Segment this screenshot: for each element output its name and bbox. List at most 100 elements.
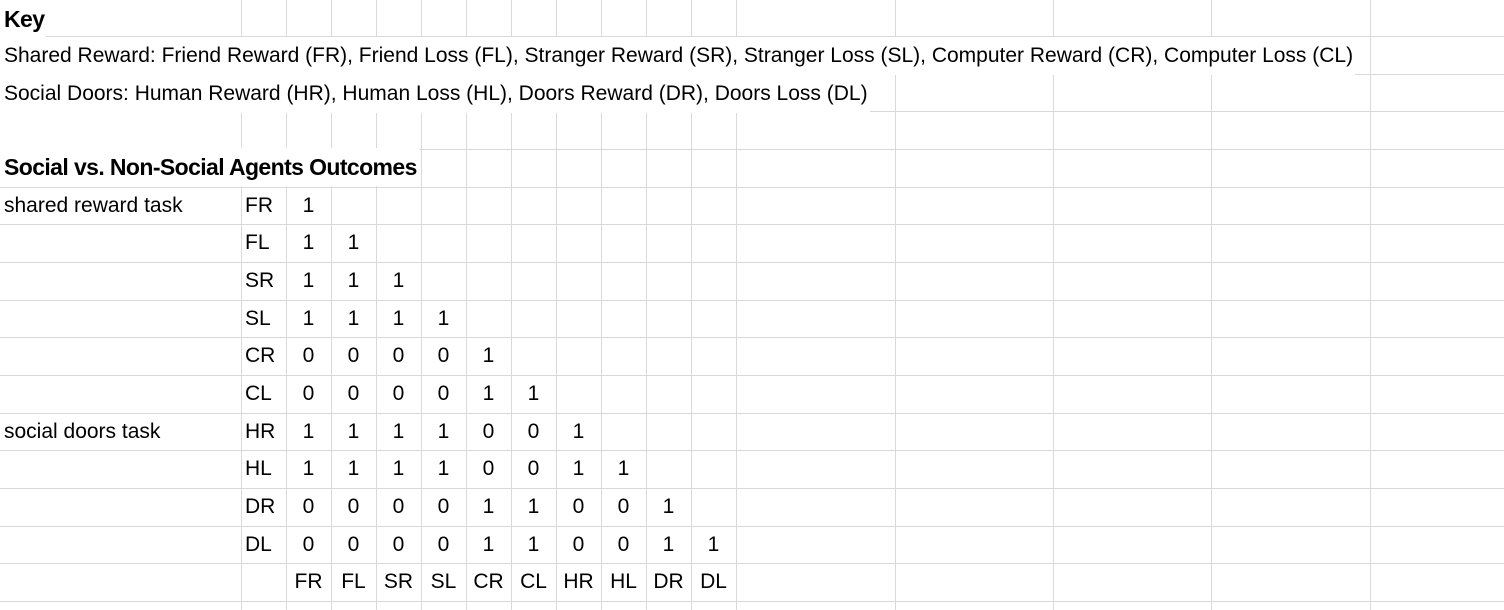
- column-label-dr: DR: [653, 570, 684, 593]
- row-gridline: [0, 187, 1504, 188]
- row-gridline: [0, 601, 1504, 602]
- key-line-shared-reward: Shared Reward: Friend Reward (FR), Frien…: [0, 37, 1356, 75]
- matrix-cell: 0: [527, 457, 540, 480]
- matrix-cell: 1: [482, 382, 495, 405]
- row-label-hl: HL: [245, 457, 272, 480]
- column-gridline: [421, 0, 422, 610]
- matrix-cell: 1: [527, 495, 540, 518]
- column-gridline: [1053, 0, 1054, 610]
- matrix-cell: 0: [392, 382, 405, 405]
- column-gridline: [556, 0, 557, 610]
- row-label-fr: FR: [245, 194, 273, 217]
- column-gridline: [691, 0, 692, 610]
- row-gridline: [0, 413, 1504, 414]
- row-gridline: [0, 337, 1504, 338]
- row-gridline: [0, 262, 1504, 263]
- task-label: shared reward task: [4, 194, 183, 217]
- matrix-cell: 1: [302, 194, 315, 217]
- column-gridline: [376, 0, 377, 610]
- row-label-fl: FL: [245, 231, 270, 254]
- row-gridline: [0, 488, 1504, 489]
- row-label-sl: SL: [245, 307, 271, 330]
- matrix-cell: 1: [707, 533, 720, 556]
- column-label-sl: SL: [430, 570, 457, 593]
- matrix-cell: 1: [662, 495, 675, 518]
- matrix-cell: 0: [617, 533, 630, 556]
- matrix-cell: 1: [302, 231, 315, 254]
- key-title: Key: [0, 0, 47, 38]
- matrix-cell: 0: [347, 382, 360, 405]
- matrix-cell: 1: [437, 307, 450, 330]
- matrix-cell: 1: [302, 269, 315, 292]
- matrix-cell: 1: [482, 344, 495, 367]
- matrix-cell: 1: [347, 457, 360, 480]
- matrix-cell: 0: [347, 344, 360, 367]
- matrix-cell: 0: [392, 533, 405, 556]
- matrix-cell: 1: [347, 420, 360, 443]
- matrix-cell: 1: [302, 307, 315, 330]
- task-label: social doors task: [4, 420, 161, 443]
- column-gridline: [736, 0, 737, 610]
- matrix-cell: 0: [527, 420, 540, 443]
- column-gridline: [241, 0, 242, 610]
- row-gridline: [0, 450, 1504, 451]
- column-gridline: [286, 0, 287, 610]
- matrix-cell: 0: [572, 533, 585, 556]
- column-label-hr: HR: [563, 570, 594, 593]
- row-gridline: [0, 36, 1504, 37]
- row-label-dl: DL: [245, 533, 272, 556]
- matrix-cell: 0: [482, 457, 495, 480]
- matrix-cell: 0: [437, 533, 450, 556]
- matrix-cell: 0: [347, 533, 360, 556]
- column-label-cr: CR: [473, 570, 504, 593]
- matrix-cell: 0: [437, 382, 450, 405]
- matrix-cell: 1: [347, 307, 360, 330]
- matrix-cell: 1: [527, 533, 540, 556]
- matrix-cell: 0: [392, 344, 405, 367]
- column-gridline: [1370, 0, 1371, 610]
- column-gridline: [466, 0, 467, 610]
- matrix-cell: 1: [437, 457, 450, 480]
- column-gridline: [511, 0, 512, 610]
- column-label-cl: CL: [520, 570, 547, 593]
- matrix-cell: 1: [527, 382, 540, 405]
- matrix-cell: 1: [572, 457, 585, 480]
- row-label-hr: HR: [245, 420, 276, 443]
- row-label-dr: DR: [245, 495, 276, 518]
- column-gridline: [646, 0, 647, 610]
- column-label-fr: FR: [294, 570, 323, 593]
- key-line-social-doors: Social Doors: Human Reward (HR), Human L…: [0, 75, 870, 113]
- matrix-cell: 0: [572, 495, 585, 518]
- matrix-cell: 1: [347, 269, 360, 292]
- matrix-cell: 1: [392, 307, 405, 330]
- row-gridline: [0, 224, 1504, 225]
- row-label-cl: CL: [245, 382, 272, 405]
- matrix-cell: 1: [437, 420, 450, 443]
- matrix-cell: 1: [392, 269, 405, 292]
- matrix-cell: 0: [347, 495, 360, 518]
- column-gridline: [601, 0, 602, 610]
- column-label-dl: DL: [700, 570, 727, 593]
- matrix-cell: 0: [302, 533, 315, 556]
- column-label-fl: FL: [341, 570, 366, 593]
- matrix-cell: 1: [617, 457, 630, 480]
- matrix-cell: 0: [302, 495, 315, 518]
- matrix-cell: 1: [392, 420, 405, 443]
- row-label-sr: SR: [245, 269, 275, 292]
- matrix-cell: 1: [662, 533, 675, 556]
- row-gridline: [0, 563, 1504, 564]
- matrix-cell: 0: [482, 420, 495, 443]
- row-gridline: [0, 526, 1504, 527]
- matrix-cell: 0: [302, 382, 315, 405]
- matrix-cell: 1: [482, 495, 495, 518]
- column-gridline: [1211, 0, 1212, 610]
- matrix-cell: 1: [572, 420, 585, 443]
- row-gridline: [0, 149, 1504, 150]
- column-label-hl: HL: [610, 570, 637, 593]
- row-gridline: [0, 375, 1504, 376]
- column-label-sr: SR: [383, 570, 414, 593]
- matrix-cell: 0: [437, 495, 450, 518]
- matrix-cell: 0: [617, 495, 630, 518]
- matrix-cell: 1: [302, 457, 315, 480]
